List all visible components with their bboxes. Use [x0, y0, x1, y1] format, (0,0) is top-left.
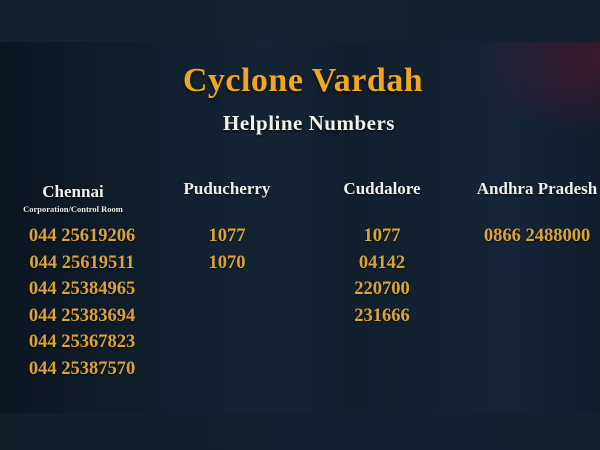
column-cuddalore-header: Cuddalore: [290, 174, 474, 199]
phone-number: 231666: [354, 305, 410, 326]
phone-number: 1077: [363, 226, 401, 246]
bottom-band: [0, 413, 600, 450]
column-title-puducherry: Puducherry: [183, 179, 271, 198]
phone-number: 044 25619511: [29, 252, 135, 273]
phone-list-andhra-pradesh: 0866 2488000: [474, 223, 600, 250]
page-title: Cyclone Vardah: [182, 62, 424, 99]
phone-list-cuddalore: 1077 04142 220700 231666: [290, 223, 474, 329]
phone-number: 1070: [208, 252, 246, 273]
column-cuddalore: Cuddalore 1077 04142 220700 231666: [290, 174, 474, 389]
column-title-cuddalore: Cuddalore: [343, 179, 421, 198]
phone-number: 044 25383694: [28, 305, 136, 326]
column-sublabel-chennai: Corporation/Control Room: [23, 204, 123, 214]
phone-number: 04142: [358, 252, 406, 273]
helpline-columns: Chennai Corporation/Control Room 044 256…: [0, 174, 600, 389]
phone-number: 044 25619206: [28, 226, 136, 246]
phone-number: 1077: [208, 226, 246, 246]
phone-number: 0866 2488000: [483, 226, 591, 246]
phone-list-puducherry: 1077 1070: [164, 223, 290, 276]
phone-number: 044 25367823: [28, 332, 136, 353]
column-title-andhra-pradesh: Andhra Pradesh: [476, 179, 598, 198]
column-puducherry: Puducherry 1077 1070: [164, 174, 290, 389]
page-subtitle: Helpline Numbers: [223, 111, 395, 135]
phone-number: 220700: [354, 279, 410, 300]
phone-number: 044 25387570: [28, 358, 136, 379]
column-chennai: Chennai Corporation/Control Room 044 256…: [0, 174, 164, 389]
phone-number: 044 25384965: [28, 279, 136, 300]
column-title-chennai: Chennai: [42, 182, 104, 201]
column-chennai-header: Chennai Corporation/Control Room: [0, 174, 155, 216]
column-andhra-pradesh: Andhra Pradesh 0866 2488000: [474, 174, 600, 389]
top-band: [0, 0, 600, 42]
column-andhra-pradesh-header: Andhra Pradesh: [474, 174, 600, 199]
column-puducherry-header: Puducherry: [164, 174, 290, 199]
phone-list-chennai: 044 25619206 044 25619511 044 25384965 0…: [0, 223, 164, 383]
